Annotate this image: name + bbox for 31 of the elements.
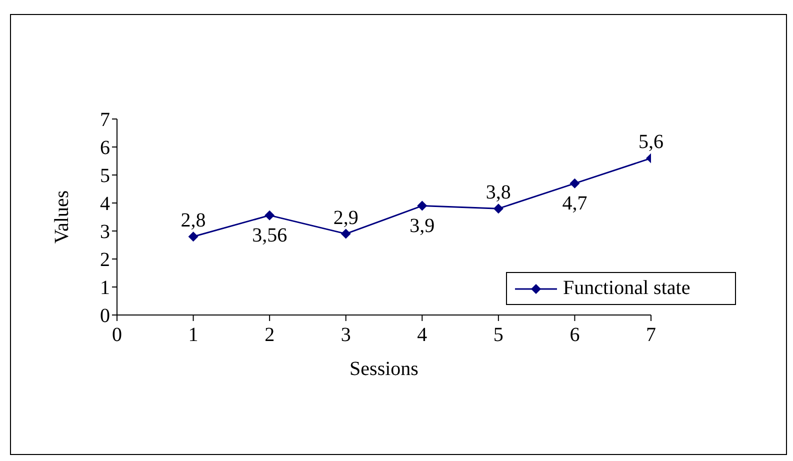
data-label: 2,9: [333, 206, 358, 229]
y-tick-label: 4: [100, 193, 110, 216]
x-tick-label: 6: [570, 324, 580, 346]
y-tick-label: 7: [100, 109, 110, 132]
legend-label: Functional state: [563, 277, 690, 300]
data-label: 3,56: [252, 224, 288, 246]
y-tick-label: 1: [100, 277, 110, 300]
point: [264, 210, 275, 220]
x-tick-label: 7: [646, 324, 656, 346]
data-label: 3,8: [486, 182, 511, 204]
x-tick-label: 2: [264, 324, 275, 346]
data-label: 2,8: [180, 210, 206, 232]
y-tick-label: 3: [100, 221, 110, 244]
x-tick-label: 4: [417, 324, 428, 346]
point: [417, 200, 428, 211]
point: [493, 204, 504, 214]
data-label: 5,6: [638, 131, 664, 154]
x-tick-label: 3: [340, 324, 351, 346]
point: [188, 232, 198, 242]
data-label: 4,7: [562, 192, 588, 214]
point: [340, 228, 351, 239]
y-tick-label: 6: [100, 137, 110, 160]
y-axis-title: Values: [51, 190, 74, 244]
point: [570, 178, 580, 188]
y-tick-label: 2: [100, 249, 110, 272]
x-tick-label: 5: [493, 324, 504, 346]
data-label: 3,9: [410, 214, 435, 237]
x-axis-title: Sessions: [350, 358, 419, 380]
y-tick-label: 5: [100, 165, 110, 188]
y-tick-label: 0: [100, 305, 110, 328]
x-tick-label: 1: [188, 324, 198, 346]
